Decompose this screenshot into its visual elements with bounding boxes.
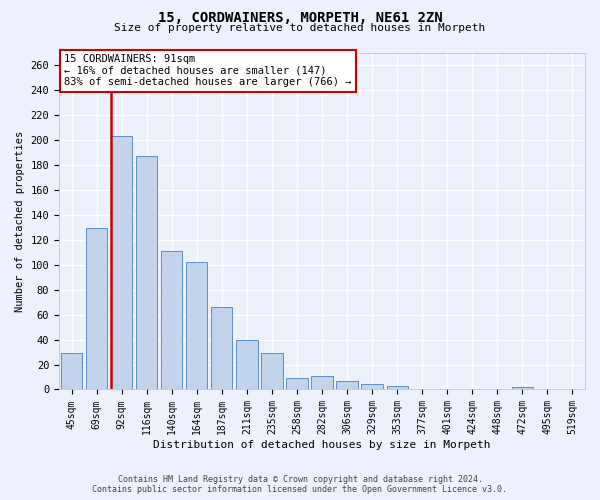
Bar (386, 386, 408, 390)
Bar (186, 262, 208, 390)
Text: 15, CORDWAINERS, MORPETH, NE61 2ZN: 15, CORDWAINERS, MORPETH, NE61 2ZN (158, 11, 442, 25)
Bar (161, 251, 182, 390)
Y-axis label: Number of detached properties: Number of detached properties (15, 130, 25, 312)
Bar (236, 340, 257, 390)
Bar (61, 354, 82, 390)
Text: Size of property relative to detached houses in Morpeth: Size of property relative to detached ho… (115, 23, 485, 33)
Text: 15 CORDWAINERS: 91sqm
← 16% of detached houses are smaller (147)
83% of semi-det: 15 CORDWAINERS: 91sqm ← 16% of detached … (64, 54, 352, 88)
Bar (261, 354, 283, 390)
Bar (136, 156, 157, 390)
Bar (86, 228, 107, 390)
Bar (211, 307, 232, 390)
Text: Contains HM Land Registry data © Crown copyright and database right 2024.
Contai: Contains HM Land Registry data © Crown c… (92, 474, 508, 494)
Bar (286, 378, 308, 390)
Bar (337, 380, 358, 390)
Bar (361, 384, 383, 390)
Bar (311, 376, 332, 390)
X-axis label: Distribution of detached houses by size in Morpeth: Distribution of detached houses by size … (153, 440, 491, 450)
Bar (512, 387, 533, 390)
Bar (111, 136, 132, 390)
